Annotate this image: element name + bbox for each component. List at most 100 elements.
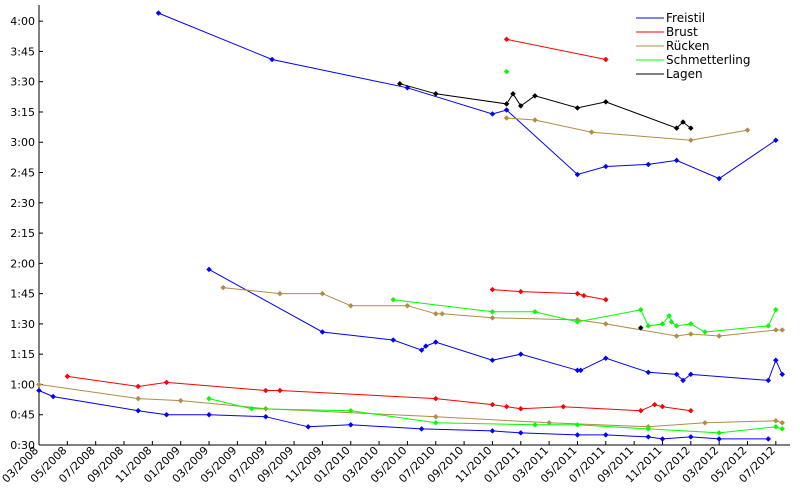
data-point: [489, 308, 496, 315]
data-point: [277, 290, 283, 297]
y-tick-label: 3:45: [10, 45, 35, 58]
data-point: [305, 423, 312, 430]
data-point: [779, 371, 786, 378]
data-point: [248, 405, 255, 412]
data-point: [163, 411, 170, 418]
data-point: [517, 288, 524, 295]
data-point: [687, 331, 694, 337]
data-point: [645, 323, 652, 329]
data-point: [503, 107, 510, 113]
data-point: [50, 393, 57, 400]
data-point: [503, 36, 510, 43]
data-point: [532, 92, 538, 99]
data-point: [532, 117, 538, 123]
data-point: [716, 430, 723, 436]
data-point: [206, 411, 212, 418]
y-tick-label: 2:30: [10, 197, 35, 210]
data-point: [580, 292, 587, 299]
data-point: [560, 403, 567, 410]
data-point: [517, 103, 524, 109]
data-point: [645, 434, 652, 440]
data-point: [680, 377, 686, 384]
data-point: [432, 90, 439, 97]
data-point: [262, 387, 269, 394]
data-point: [206, 266, 212, 273]
data-point: [687, 137, 694, 144]
legend-label: Freistil: [666, 11, 705, 25]
data-point: [687, 434, 694, 440]
data-point: [779, 327, 786, 333]
y-tick-label: 1:15: [10, 348, 35, 361]
data-point: [765, 436, 772, 442]
data-point: [220, 284, 227, 291]
data-point: [163, 379, 170, 386]
legend-label: Schmetterling: [666, 53, 751, 67]
data-point: [637, 407, 644, 414]
series-rücken: [36, 115, 786, 430]
data-point: [489, 286, 496, 293]
data-point: [602, 163, 609, 170]
data-point: [517, 351, 524, 358]
data-point: [36, 387, 42, 394]
series-line: [393, 299, 777, 333]
data-point: [687, 371, 694, 378]
series-layer: [36, 10, 786, 442]
data-point: [577, 367, 584, 374]
data-point: [432, 413, 439, 420]
data-point: [574, 421, 581, 428]
data-point: [772, 306, 779, 313]
data-point: [432, 339, 439, 345]
series-schmetterling: [206, 68, 786, 436]
data-point: [574, 432, 581, 438]
data-point: [602, 99, 609, 105]
data-point: [673, 333, 680, 339]
data-point: [439, 310, 446, 317]
y-tick-label: 0:30: [10, 439, 35, 452]
data-point: [659, 321, 666, 327]
series-line: [67, 375, 691, 412]
data-point: [673, 371, 680, 378]
legend-item: Lagen: [636, 67, 703, 81]
data-point: [422, 343, 429, 349]
data-point: [432, 395, 439, 402]
y-tick-label: 3:15: [10, 106, 35, 119]
data-point: [404, 302, 411, 309]
data-point: [418, 425, 425, 432]
series-line: [506, 38, 606, 60]
data-point: [64, 373, 71, 380]
data-point: [489, 401, 496, 408]
data-point: [155, 10, 162, 16]
series-brust: [64, 36, 694, 414]
data-point: [319, 290, 326, 297]
y-tick-label: 4:00: [10, 15, 35, 28]
data-point: [588, 129, 595, 136]
data-point: [659, 403, 666, 410]
data-point: [319, 329, 326, 335]
data-point: [206, 395, 212, 402]
data-point: [645, 425, 652, 432]
data-point: [765, 323, 772, 329]
data-point: [687, 125, 694, 131]
data-point: [503, 68, 510, 75]
series-line: [38, 383, 783, 428]
legend-label: Lagen: [666, 67, 703, 81]
y-tick-label: 2:00: [10, 257, 35, 270]
legend-item: Freistil: [636, 11, 705, 25]
data-point: [680, 119, 686, 125]
data-point: [390, 337, 397, 343]
data-point: [277, 387, 283, 394]
data-point: [687, 407, 694, 414]
data-point: [637, 325, 644, 331]
data-point: [637, 306, 644, 313]
data-point: [602, 355, 609, 362]
y-tick-label: 1:45: [10, 288, 35, 301]
data-point: [574, 171, 581, 178]
series-line: [492, 289, 606, 301]
data-point: [602, 56, 609, 63]
y-tick-label: 3:00: [10, 136, 35, 149]
data-point: [347, 407, 354, 414]
legend-label: Brust: [666, 25, 698, 39]
data-point: [390, 296, 397, 303]
data-point: [135, 407, 142, 414]
